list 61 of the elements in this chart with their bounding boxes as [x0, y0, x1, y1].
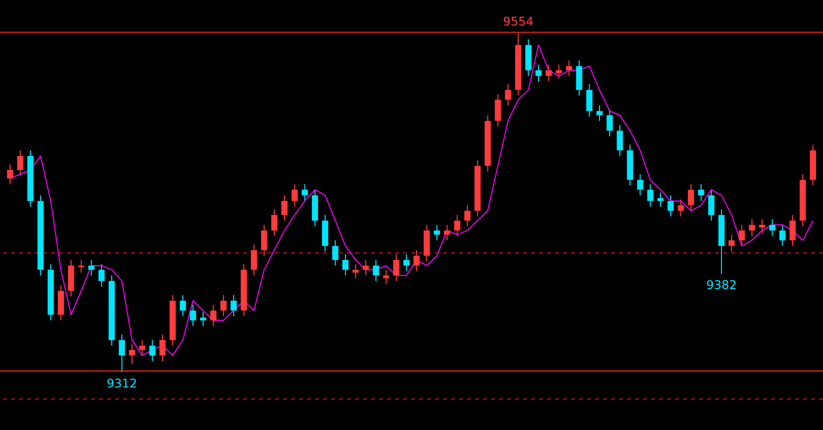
candlestick: [342, 254, 349, 276]
candlestick: [362, 259, 369, 276]
candlestick: [464, 204, 470, 227]
candlestick: [403, 254, 410, 272]
candlestick: [494, 94, 501, 127]
candlestick: [647, 184, 654, 208]
candlestick: [504, 84, 512, 106]
candlestick: [139, 340, 146, 356]
candlestick: [738, 224, 745, 246]
candlestick: [769, 218, 776, 237]
candlestick: [606, 109, 613, 137]
candlestick: [159, 334, 166, 362]
candlestick: [779, 224, 786, 246]
candlestick: [128, 344, 136, 364]
candlestick: [78, 259, 84, 274]
candlestick: [372, 259, 380, 282]
candlestick: [535, 64, 542, 82]
candlestick: [6, 164, 14, 185]
candlestick: [748, 218, 756, 237]
candlestick: [657, 192, 664, 208]
candlestick: [200, 311, 206, 327]
candlestick: [17, 150, 24, 176]
candlestick: [434, 224, 440, 241]
candlestick: [586, 84, 592, 118]
candlestick: [271, 208, 278, 237]
candlestick: [576, 60, 582, 96]
candlestick: [616, 124, 623, 156]
candlestick: [454, 214, 460, 237]
candlestick: [230, 294, 237, 317]
annotation: 9382: [706, 278, 737, 292]
candlestick: [708, 189, 714, 222]
candlestick: [444, 224, 450, 241]
candlestick: [149, 340, 156, 362]
candlestick: [302, 184, 308, 202]
candlestick: [210, 304, 216, 327]
candlestick: [332, 240, 338, 266]
candlestick: [180, 294, 186, 317]
candlestick: [88, 259, 94, 276]
candlestick: [790, 214, 796, 246]
candlestick: [190, 304, 196, 327]
candlestick: [728, 234, 735, 252]
candlestick: [413, 250, 420, 272]
candlestick: [98, 264, 105, 288]
candlestick: [546, 64, 552, 82]
candlestick: [281, 194, 288, 222]
candlestick: [566, 60, 572, 76]
candlestick: [637, 174, 644, 196]
candlestick: [698, 184, 704, 202]
candlestick: [678, 199, 684, 217]
candlestick: [688, 184, 694, 212]
candlestick: [596, 104, 603, 122]
annotation: 9554: [502, 14, 534, 28]
candlestick: [393, 254, 400, 282]
candlestick: [58, 284, 64, 321]
candlestick: [250, 244, 258, 276]
candlestick: [118, 334, 125, 373]
candlestick: [261, 224, 268, 256]
candlestick: [220, 294, 227, 317]
candlestick: [668, 194, 674, 217]
annotation: 9312: [106, 376, 138, 390]
candlestick: [292, 184, 298, 208]
